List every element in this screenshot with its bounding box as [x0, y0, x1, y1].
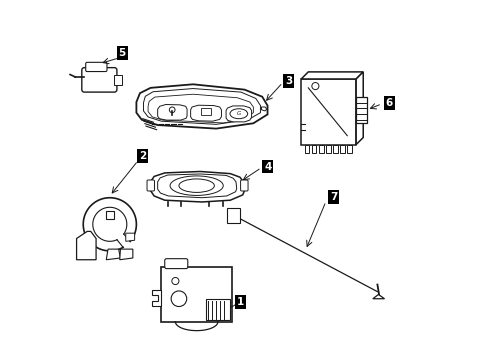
Polygon shape — [152, 290, 161, 306]
Polygon shape — [148, 94, 253, 123]
Circle shape — [171, 291, 186, 306]
Polygon shape — [143, 89, 260, 124]
Text: 3: 3 — [285, 76, 292, 86]
Bar — [318, 145, 323, 153]
Ellipse shape — [170, 176, 223, 195]
FancyBboxPatch shape — [85, 62, 107, 72]
FancyBboxPatch shape — [147, 180, 154, 191]
Bar — [114, 76, 122, 85]
Bar — [355, 97, 366, 123]
Polygon shape — [225, 106, 251, 122]
Bar — [105, 211, 114, 219]
Polygon shape — [301, 79, 355, 145]
Text: 4: 4 — [264, 162, 271, 171]
Polygon shape — [77, 231, 96, 260]
Polygon shape — [150, 171, 244, 202]
Polygon shape — [372, 294, 384, 299]
Bar — [346, 145, 351, 153]
Bar — [227, 208, 240, 222]
Ellipse shape — [229, 109, 247, 119]
FancyBboxPatch shape — [81, 68, 117, 92]
Ellipse shape — [179, 179, 214, 192]
Polygon shape — [136, 84, 267, 129]
Polygon shape — [355, 72, 363, 145]
Text: 1: 1 — [236, 297, 244, 307]
FancyBboxPatch shape — [164, 259, 187, 269]
Polygon shape — [261, 107, 266, 111]
Polygon shape — [157, 174, 236, 198]
Bar — [304, 145, 309, 153]
Bar — [161, 267, 232, 322]
Circle shape — [171, 278, 179, 284]
Circle shape — [311, 82, 318, 90]
Bar — [325, 145, 330, 153]
Text: G: G — [236, 111, 241, 116]
Bar — [205, 300, 229, 320]
Polygon shape — [120, 249, 133, 260]
Bar — [340, 145, 344, 153]
FancyBboxPatch shape — [240, 180, 247, 191]
Polygon shape — [301, 72, 363, 79]
Polygon shape — [157, 104, 187, 120]
Bar — [311, 145, 316, 153]
Bar — [332, 145, 337, 153]
Polygon shape — [106, 249, 120, 260]
Polygon shape — [125, 233, 134, 241]
Text: 2: 2 — [139, 151, 146, 161]
Text: 7: 7 — [329, 192, 337, 202]
Polygon shape — [201, 108, 210, 115]
Text: 6: 6 — [385, 98, 392, 108]
Text: 5: 5 — [119, 48, 125, 58]
Polygon shape — [190, 105, 221, 121]
